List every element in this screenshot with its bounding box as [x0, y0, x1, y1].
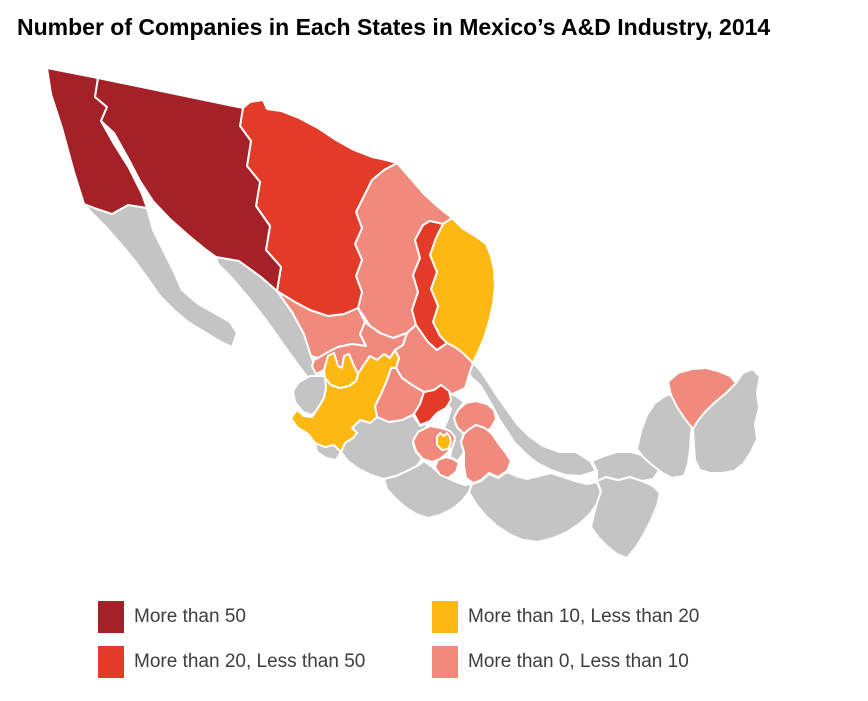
state-yucatan — [667, 367, 737, 430]
state-puebla — [460, 424, 512, 484]
state-tabasco — [591, 451, 660, 482]
state-morelos — [434, 456, 460, 479]
state-veracruz — [467, 362, 597, 477]
state-oaxaca — [468, 471, 602, 543]
state-queretaro — [413, 384, 452, 426]
state-nuevo-leon — [411, 220, 448, 351]
state-chiapas — [590, 476, 661, 559]
state-sonora — [94, 77, 282, 292]
page-title: Number of Companies in Each States in Me… — [17, 14, 771, 40]
state-jalisco — [290, 349, 400, 453]
state-aguascalientes — [323, 352, 359, 389]
state-cdmx — [436, 432, 452, 451]
